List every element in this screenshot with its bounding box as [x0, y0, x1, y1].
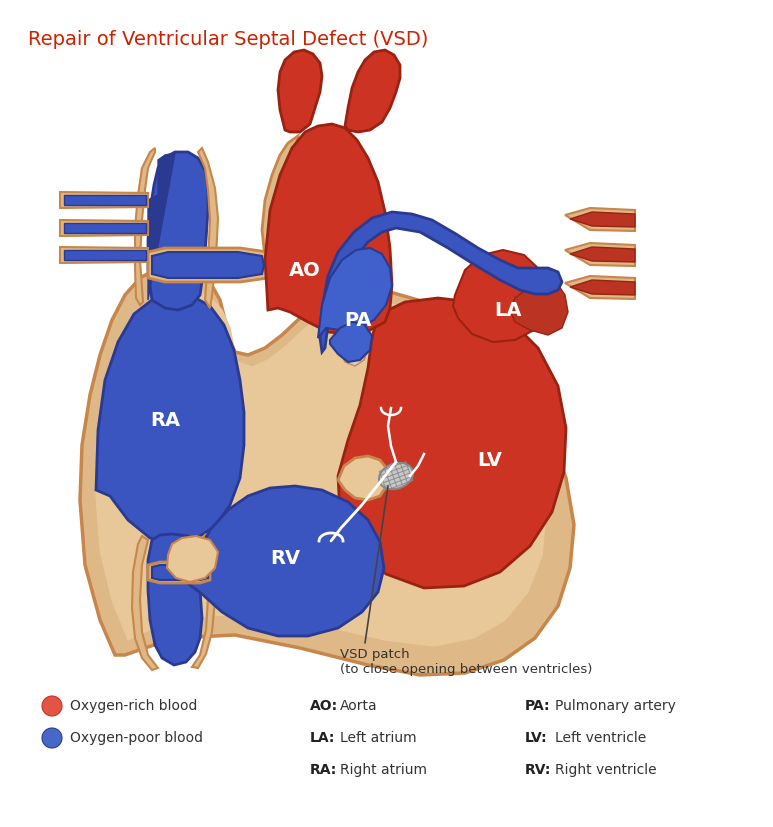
- Polygon shape: [338, 456, 388, 500]
- Polygon shape: [64, 195, 146, 205]
- Text: RV:: RV:: [525, 763, 551, 777]
- Text: LA:: LA:: [310, 731, 335, 745]
- Text: RV: RV: [270, 548, 300, 567]
- Polygon shape: [60, 192, 148, 208]
- Text: AO: AO: [289, 261, 321, 280]
- Polygon shape: [167, 536, 218, 582]
- Circle shape: [42, 728, 62, 748]
- Polygon shape: [570, 212, 635, 227]
- Polygon shape: [330, 322, 372, 362]
- Text: Oxygen-rich blood: Oxygen-rich blood: [70, 699, 197, 713]
- Polygon shape: [152, 252, 264, 278]
- Polygon shape: [132, 536, 158, 670]
- Polygon shape: [148, 562, 210, 583]
- Polygon shape: [148, 248, 272, 282]
- Polygon shape: [96, 294, 244, 544]
- Text: LV: LV: [478, 451, 502, 470]
- Text: RA:: RA:: [310, 763, 337, 777]
- Polygon shape: [510, 270, 568, 335]
- Polygon shape: [80, 265, 574, 675]
- Polygon shape: [148, 152, 208, 310]
- Polygon shape: [155, 540, 202, 590]
- Polygon shape: [345, 50, 400, 132]
- Polygon shape: [340, 336, 368, 366]
- Polygon shape: [278, 50, 322, 132]
- Polygon shape: [453, 250, 548, 342]
- Polygon shape: [152, 565, 208, 580]
- Text: LA: LA: [494, 300, 522, 319]
- Text: VSD patch
(to close opening between ventricles): VSD patch (to close opening between vent…: [340, 648, 592, 676]
- Text: Right atrium: Right atrium: [340, 763, 427, 777]
- Polygon shape: [570, 280, 635, 295]
- Polygon shape: [64, 223, 146, 233]
- Text: Left atrium: Left atrium: [340, 731, 417, 745]
- Polygon shape: [192, 535, 215, 668]
- Text: Repair of Ventricular Septal Defect (VSD): Repair of Ventricular Septal Defect (VSD…: [28, 30, 428, 49]
- Polygon shape: [320, 212, 562, 352]
- Polygon shape: [565, 276, 635, 299]
- Polygon shape: [64, 250, 146, 260]
- Polygon shape: [565, 243, 635, 266]
- Polygon shape: [186, 486, 384, 636]
- Text: Aorta: Aorta: [340, 699, 378, 713]
- Polygon shape: [338, 298, 566, 588]
- Text: RA: RA: [150, 410, 180, 429]
- Text: PA: PA: [344, 310, 372, 329]
- Polygon shape: [262, 136, 298, 310]
- Text: Right ventricle: Right ventricle: [555, 763, 656, 777]
- Polygon shape: [135, 148, 155, 305]
- Text: PA:: PA:: [525, 699, 550, 713]
- Polygon shape: [96, 290, 546, 646]
- Text: Left ventricle: Left ventricle: [555, 731, 646, 745]
- Polygon shape: [60, 220, 148, 236]
- Text: LV:: LV:: [525, 731, 547, 745]
- Polygon shape: [198, 148, 218, 308]
- Polygon shape: [148, 534, 202, 665]
- Polygon shape: [570, 247, 635, 262]
- Polygon shape: [60, 247, 148, 263]
- Ellipse shape: [379, 463, 413, 490]
- Text: Pulmonary artery: Pulmonary artery: [555, 699, 676, 713]
- Polygon shape: [265, 124, 392, 334]
- Text: AO:: AO:: [310, 699, 338, 713]
- Text: Oxygen-poor blood: Oxygen-poor blood: [70, 731, 203, 745]
- Circle shape: [42, 696, 62, 716]
- Polygon shape: [148, 153, 175, 300]
- Polygon shape: [318, 248, 392, 338]
- Polygon shape: [565, 208, 635, 231]
